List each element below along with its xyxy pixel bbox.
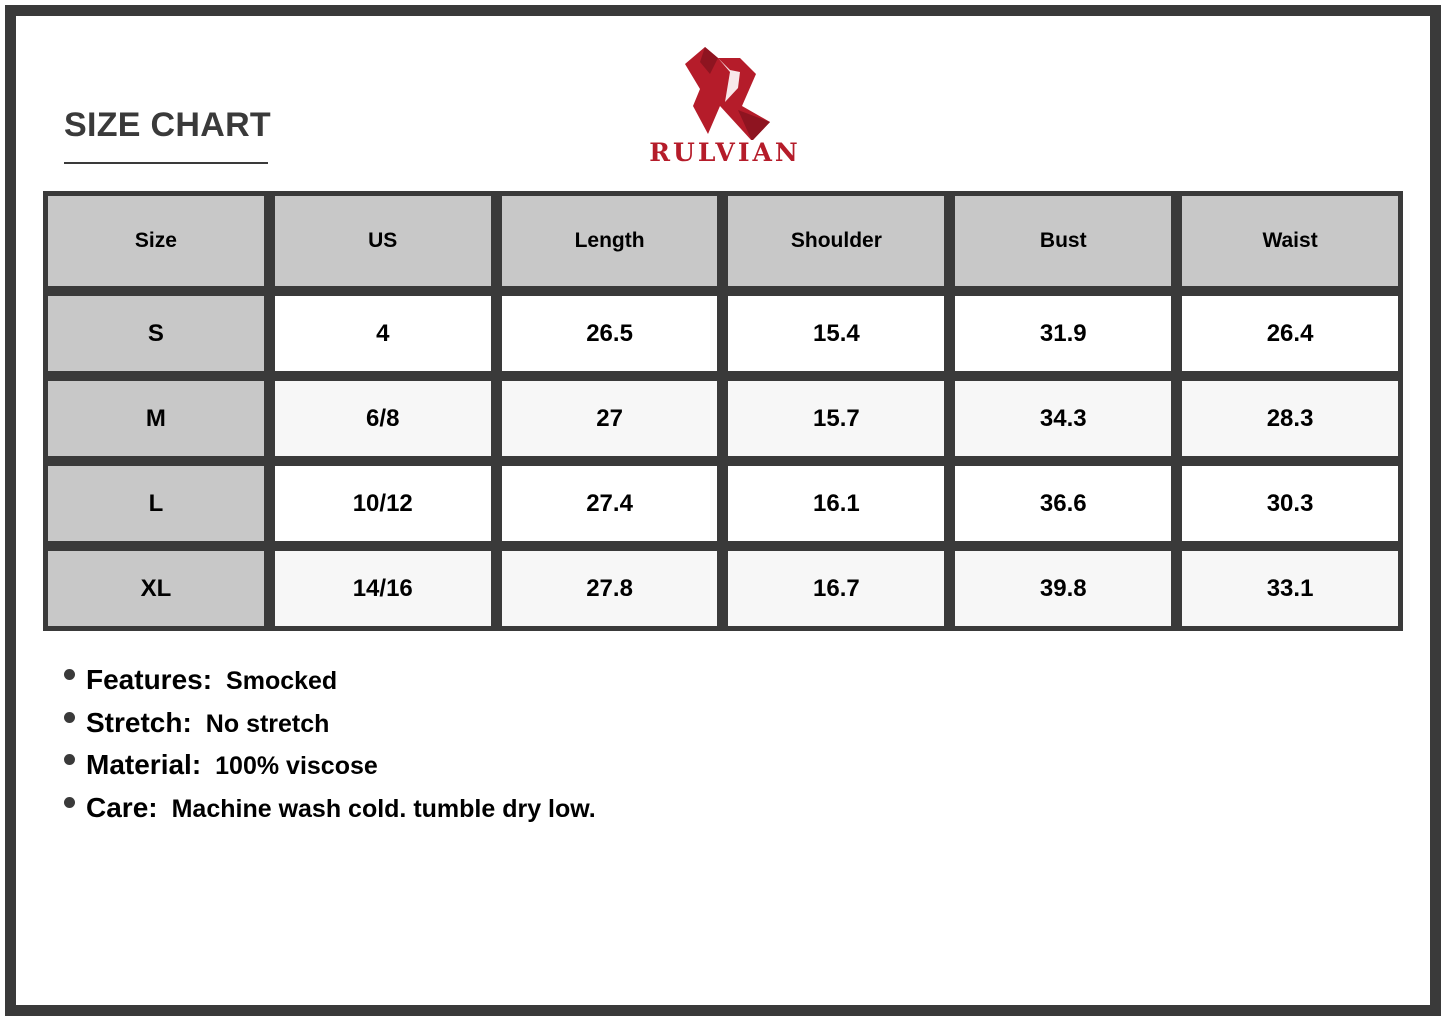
detail-item: Care: Machine wash cold. tumble dry low. [64, 792, 596, 835]
size-table: Size US Length Shoulder Bust Waist S 4 26.5 15.4 3… [43, 191, 1403, 631]
detail-value: Machine wash cold. tumble dry low. [171, 794, 596, 823]
size-label-cell: M [48, 381, 264, 456]
bullet-icon [64, 754, 75, 765]
table-cell: 16.1 [728, 466, 945, 541]
bullet-icon [64, 796, 75, 808]
size-label-cell: L [48, 466, 264, 541]
table-cell: 26.4 [1182, 296, 1398, 371]
detail-label: Material: [86, 749, 202, 780]
table-cell: 30.3 [1182, 466, 1398, 541]
detail-label: Features: [86, 664, 213, 695]
table-cell: 33.1 [1182, 551, 1398, 626]
detail-item: Material: 100% viscose [64, 749, 596, 792]
detail-label: Stretch: [86, 706, 192, 738]
table-cell: 34.3 [955, 381, 1172, 456]
table-cell: 39.8 [955, 551, 1172, 626]
page-title: SIZE CHART [64, 106, 271, 144]
table-cell: 28.3 [1182, 381, 1398, 456]
r-monogram-icon [685, 47, 770, 140]
table-cell: 16.7 [728, 551, 945, 626]
detail-item: Stretch: No stretch [64, 707, 596, 750]
page-frame [5, 5, 1441, 1016]
detail-label: Care: [86, 791, 158, 823]
table-cell: 4 [274, 296, 491, 371]
size-label-cell: S [48, 296, 264, 371]
detail-value: No stretch [205, 709, 330, 738]
title-underline [64, 162, 268, 164]
header-cell: Waist [1182, 196, 1398, 286]
header-cell: Size [48, 196, 264, 286]
table-cell: 27.8 [501, 551, 718, 626]
bullet-icon [64, 669, 75, 680]
detail-item: Features: Smocked [64, 664, 596, 707]
header-cell: US [274, 196, 491, 286]
table-cell: 27.4 [501, 466, 718, 541]
header-cell: Bust [955, 196, 1172, 286]
header-cell: Length [501, 196, 718, 286]
detail-value: Smocked [226, 667, 338, 695]
table-cell: 26.5 [501, 296, 718, 371]
table-cell: 10/12 [274, 466, 491, 541]
details-list: Features: Smocked Stretch: No stretch Materi… [64, 664, 596, 834]
detail-value: 100% viscose [215, 752, 378, 780]
brand-logo: RULVIAN [640, 44, 810, 167]
table-cell: 31.9 [955, 296, 1172, 371]
table-cell: 14/16 [274, 551, 491, 626]
table-cell: 6/8 [274, 381, 491, 456]
table-cell: 36.6 [955, 466, 1172, 541]
brand-name: RULVIAN [649, 138, 801, 167]
table-cell: 15.7 [728, 381, 945, 456]
size-label-cell: XL [48, 551, 264, 626]
header-cell: Shoulder [728, 196, 945, 286]
bullet-icon [64, 711, 75, 723]
table-cell: 27 [501, 381, 718, 456]
table-cell: 15.4 [728, 296, 945, 371]
